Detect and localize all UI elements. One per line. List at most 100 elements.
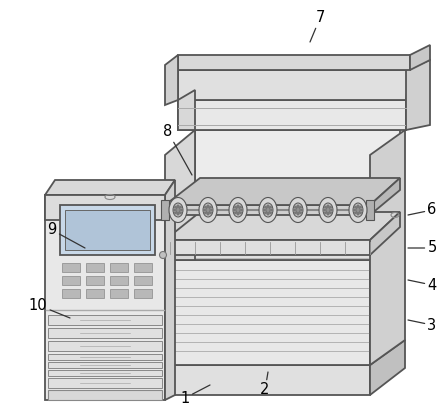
Ellipse shape bbox=[319, 198, 337, 222]
Circle shape bbox=[357, 205, 359, 207]
Ellipse shape bbox=[266, 208, 270, 212]
Text: 9: 9 bbox=[47, 222, 85, 248]
Circle shape bbox=[330, 212, 331, 214]
Polygon shape bbox=[165, 205, 370, 215]
Ellipse shape bbox=[356, 208, 360, 212]
Ellipse shape bbox=[326, 208, 330, 212]
Circle shape bbox=[327, 213, 329, 215]
Ellipse shape bbox=[349, 198, 367, 222]
Text: 8: 8 bbox=[163, 124, 192, 175]
Circle shape bbox=[325, 206, 326, 208]
Polygon shape bbox=[165, 230, 400, 260]
Polygon shape bbox=[165, 240, 370, 255]
Circle shape bbox=[271, 209, 272, 211]
Polygon shape bbox=[370, 212, 400, 255]
Polygon shape bbox=[110, 276, 128, 285]
Polygon shape bbox=[48, 370, 162, 376]
Polygon shape bbox=[45, 180, 175, 195]
Polygon shape bbox=[48, 390, 162, 400]
Polygon shape bbox=[165, 365, 370, 395]
Polygon shape bbox=[48, 328, 162, 338]
Text: 10: 10 bbox=[29, 298, 70, 318]
Ellipse shape bbox=[263, 203, 273, 217]
Ellipse shape bbox=[353, 203, 363, 217]
Circle shape bbox=[235, 206, 236, 208]
Circle shape bbox=[327, 205, 329, 207]
Polygon shape bbox=[165, 178, 400, 205]
Circle shape bbox=[181, 209, 183, 211]
Polygon shape bbox=[370, 130, 405, 365]
Circle shape bbox=[331, 209, 332, 211]
Circle shape bbox=[177, 205, 179, 207]
Circle shape bbox=[354, 209, 355, 211]
Circle shape bbox=[299, 206, 301, 208]
Polygon shape bbox=[48, 341, 162, 351]
Circle shape bbox=[360, 206, 361, 208]
Polygon shape bbox=[48, 362, 162, 368]
Circle shape bbox=[237, 213, 239, 215]
Circle shape bbox=[330, 206, 331, 208]
Circle shape bbox=[175, 212, 176, 214]
Circle shape bbox=[207, 213, 209, 215]
Text: 2: 2 bbox=[260, 372, 270, 398]
Circle shape bbox=[297, 213, 299, 215]
Polygon shape bbox=[86, 263, 104, 272]
Polygon shape bbox=[134, 263, 152, 272]
Polygon shape bbox=[370, 340, 405, 395]
Circle shape bbox=[207, 205, 209, 207]
Circle shape bbox=[267, 205, 269, 207]
Circle shape bbox=[324, 209, 325, 211]
Circle shape bbox=[234, 209, 235, 211]
Ellipse shape bbox=[259, 198, 277, 222]
Ellipse shape bbox=[203, 203, 213, 217]
Text: 1: 1 bbox=[180, 385, 210, 405]
Text: 4: 4 bbox=[408, 278, 437, 293]
Ellipse shape bbox=[199, 198, 217, 222]
Circle shape bbox=[204, 209, 205, 211]
Circle shape bbox=[210, 206, 211, 208]
Polygon shape bbox=[178, 90, 195, 130]
Ellipse shape bbox=[229, 198, 247, 222]
Text: 7: 7 bbox=[310, 10, 325, 42]
Circle shape bbox=[265, 206, 266, 208]
Polygon shape bbox=[195, 130, 400, 212]
Polygon shape bbox=[165, 212, 400, 240]
Circle shape bbox=[301, 209, 302, 211]
Polygon shape bbox=[165, 55, 178, 105]
Circle shape bbox=[264, 209, 265, 211]
Polygon shape bbox=[62, 289, 80, 298]
Circle shape bbox=[159, 251, 167, 259]
Polygon shape bbox=[86, 276, 104, 285]
Ellipse shape bbox=[173, 203, 183, 217]
Circle shape bbox=[180, 206, 181, 208]
Polygon shape bbox=[134, 289, 152, 298]
Ellipse shape bbox=[169, 198, 187, 222]
Polygon shape bbox=[48, 354, 162, 360]
Polygon shape bbox=[48, 378, 162, 388]
Polygon shape bbox=[60, 205, 155, 255]
Polygon shape bbox=[48, 315, 162, 325]
Polygon shape bbox=[62, 276, 80, 285]
Text: 5: 5 bbox=[408, 241, 437, 256]
Ellipse shape bbox=[236, 208, 240, 212]
Polygon shape bbox=[165, 130, 195, 260]
Ellipse shape bbox=[176, 208, 180, 212]
Circle shape bbox=[240, 206, 241, 208]
Circle shape bbox=[241, 209, 242, 211]
Polygon shape bbox=[366, 200, 374, 220]
Polygon shape bbox=[165, 340, 405, 365]
Circle shape bbox=[325, 212, 326, 214]
Ellipse shape bbox=[233, 203, 243, 217]
Circle shape bbox=[295, 212, 296, 214]
Circle shape bbox=[361, 209, 362, 211]
Circle shape bbox=[299, 212, 301, 214]
Circle shape bbox=[297, 205, 299, 207]
Circle shape bbox=[355, 206, 356, 208]
Circle shape bbox=[235, 212, 236, 214]
Circle shape bbox=[267, 213, 269, 215]
Polygon shape bbox=[45, 195, 165, 220]
Circle shape bbox=[270, 206, 271, 208]
Circle shape bbox=[211, 209, 212, 211]
Circle shape bbox=[265, 212, 266, 214]
Polygon shape bbox=[370, 230, 400, 365]
